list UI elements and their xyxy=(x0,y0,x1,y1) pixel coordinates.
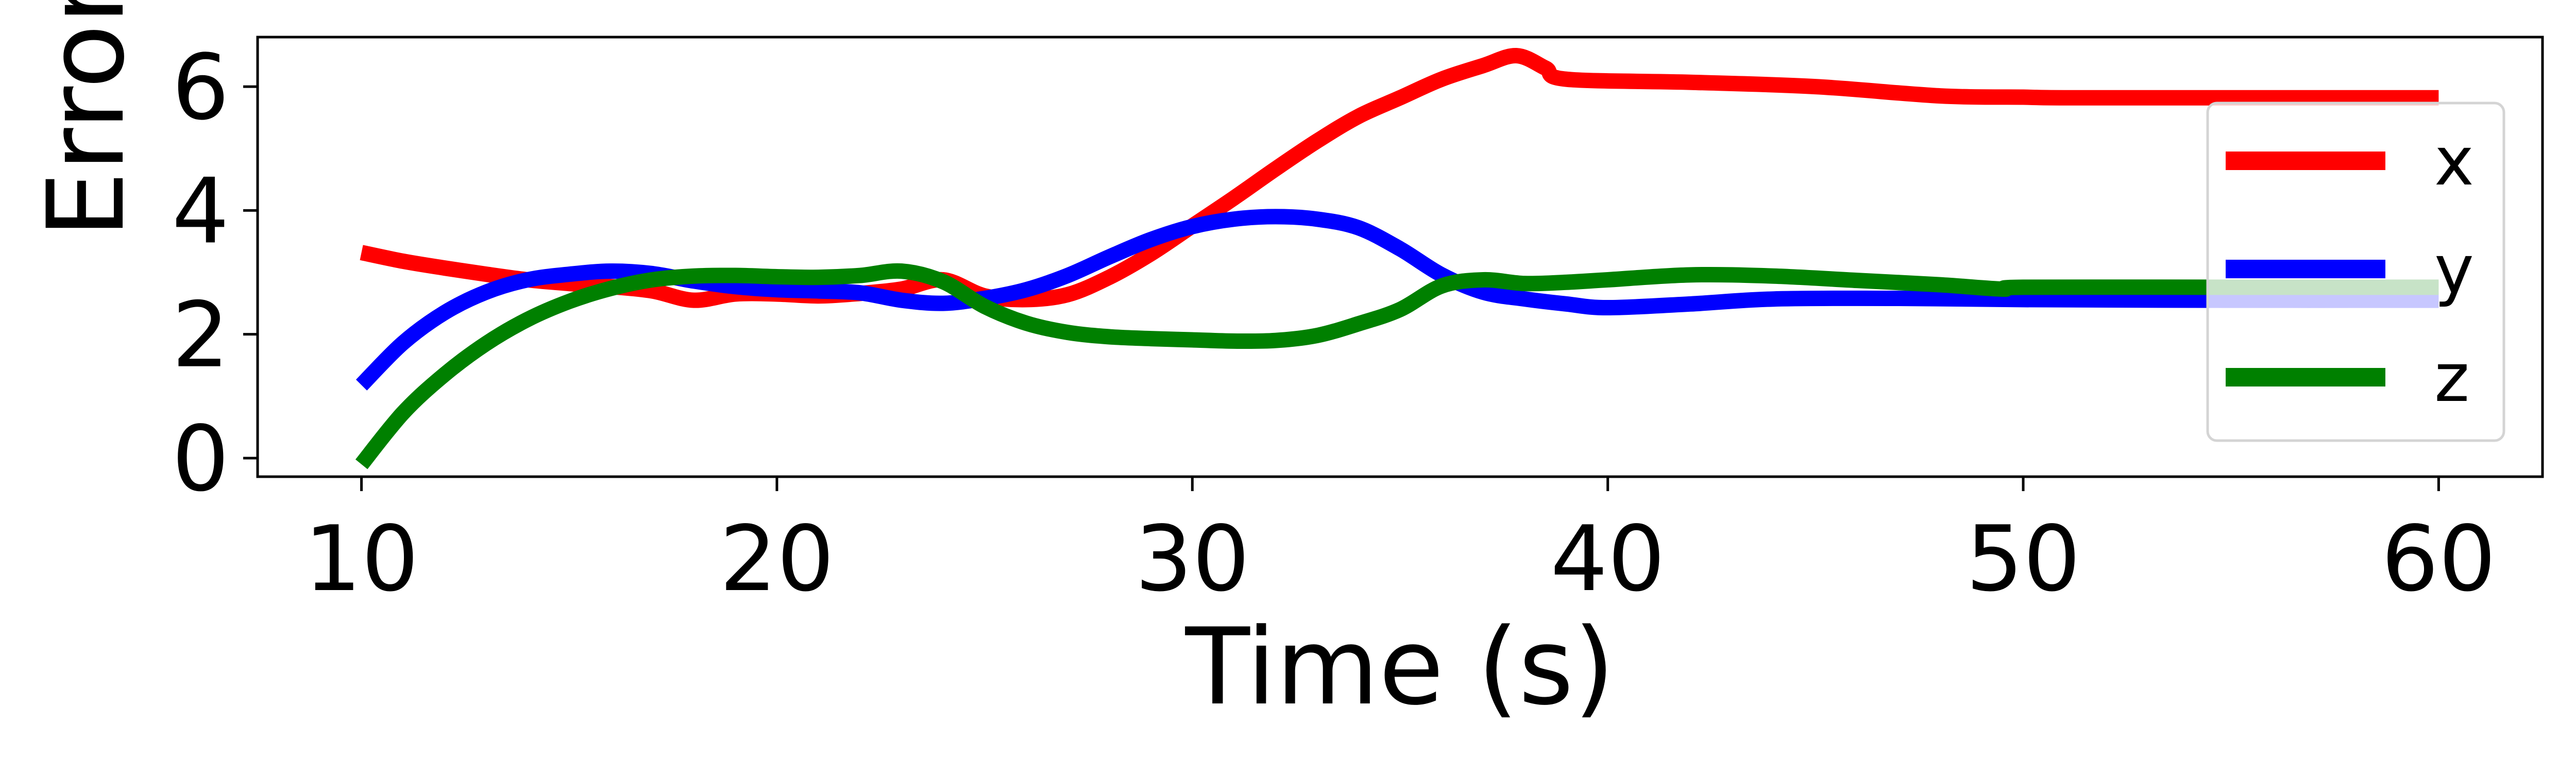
x-tick-label: 40 xyxy=(1550,507,1665,612)
legend: xyz xyxy=(2206,102,2505,442)
legend-y-label: y xyxy=(2434,230,2474,309)
x-axis: 10 20 30 40 50 60 xyxy=(304,477,2496,612)
y-axis-label: Error (m) xyxy=(25,0,148,238)
x-tick-label: 20 xyxy=(720,507,835,612)
y-axis: 0 2 4 6 xyxy=(172,36,258,512)
series-y-line xyxy=(355,209,2439,391)
x-tick-label: 10 xyxy=(304,507,419,612)
y-tick-label: 2 xyxy=(172,283,229,388)
series-layer xyxy=(355,48,2439,469)
y-tick-label: 4 xyxy=(172,159,229,264)
x-axis-label: Time (s) xyxy=(1185,606,1615,729)
x-tick-label: 30 xyxy=(1135,507,1250,612)
series-z-line xyxy=(355,263,2439,469)
x-tick-label: 50 xyxy=(1966,507,2081,612)
y-tick-label: 6 xyxy=(172,36,229,140)
legend-x-label: x xyxy=(2434,122,2474,200)
x-tick-label: 60 xyxy=(2381,507,2496,612)
y-tick-label: 0 xyxy=(172,407,229,512)
legend-z-label: z xyxy=(2434,339,2469,417)
